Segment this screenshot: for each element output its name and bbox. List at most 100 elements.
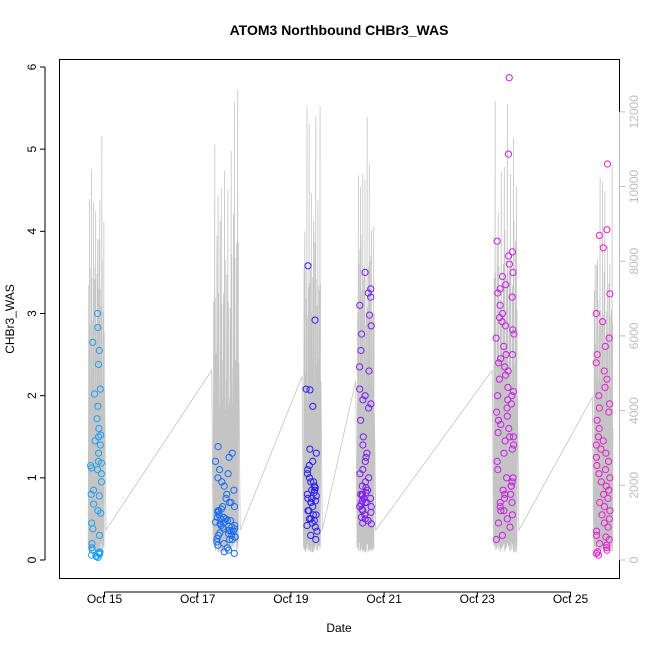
data-point <box>359 441 367 449</box>
data-point <box>231 533 239 541</box>
data-point <box>606 474 614 482</box>
data-point <box>508 293 516 301</box>
data-point <box>367 322 375 330</box>
data-point <box>592 453 601 461</box>
data-point <box>603 541 611 549</box>
data-point <box>606 507 614 515</box>
data-point <box>357 416 365 424</box>
data-point <box>213 538 221 546</box>
data-point <box>500 449 508 457</box>
data-point <box>595 404 604 412</box>
data-point <box>226 517 234 525</box>
data-point <box>95 549 103 557</box>
data-point <box>309 511 317 519</box>
data-point <box>502 371 510 379</box>
data-point <box>211 518 220 526</box>
data-point <box>90 390 99 398</box>
data-points <box>87 74 614 562</box>
data-point <box>499 486 507 494</box>
data-point <box>307 531 315 540</box>
y-axis-label: CHBr3_WAS <box>3 284 17 354</box>
data-point <box>356 301 364 309</box>
data-point <box>305 461 313 470</box>
data-point <box>96 441 104 449</box>
data-point <box>94 323 102 332</box>
data-point <box>593 531 601 540</box>
data-point <box>356 470 364 478</box>
data-point <box>95 433 103 441</box>
right-tick-label: 2000 <box>627 472 641 499</box>
y-tick-label: 1 <box>25 474 39 481</box>
data-point <box>506 523 514 531</box>
data-point <box>89 525 97 533</box>
data-point <box>224 470 232 478</box>
data-point <box>500 494 509 502</box>
data-point <box>303 490 311 498</box>
data-point <box>603 160 612 168</box>
data-point <box>216 466 224 474</box>
data-point <box>497 355 505 363</box>
data-point <box>596 498 604 507</box>
data-point <box>312 535 320 544</box>
data-point <box>498 272 507 281</box>
data-point <box>600 490 608 498</box>
data-point <box>606 290 614 298</box>
data-point <box>308 486 316 494</box>
data-point <box>214 443 222 451</box>
data-point <box>508 498 516 507</box>
data-point <box>507 400 515 408</box>
data-point <box>95 492 103 500</box>
data-point <box>595 470 603 478</box>
data-point <box>359 519 367 527</box>
right-tick-label: 6000 <box>627 322 641 349</box>
data-point <box>359 396 367 404</box>
data-point <box>88 551 96 559</box>
altitude-trace <box>87 89 614 553</box>
data-point <box>505 74 513 82</box>
data-point <box>214 474 222 482</box>
data-point <box>604 457 613 465</box>
data-point <box>97 431 105 439</box>
data-point <box>305 507 313 515</box>
data-point <box>601 342 609 350</box>
data-point <box>502 281 510 289</box>
x-tick-label: Oct 23 <box>460 592 496 606</box>
data-point <box>503 474 511 482</box>
data-point <box>312 449 320 457</box>
data-point <box>494 416 503 424</box>
data-point <box>366 494 375 502</box>
right-tick-label: 0 <box>627 556 641 563</box>
data-point <box>505 252 513 260</box>
data-point <box>361 268 369 276</box>
data-point <box>509 268 517 276</box>
data-point <box>365 311 374 319</box>
data-point <box>217 521 225 530</box>
data-point <box>503 515 511 523</box>
data-point <box>225 546 233 554</box>
data-point <box>602 449 610 457</box>
data-point <box>593 461 601 470</box>
data-point <box>303 521 311 530</box>
data-point <box>220 482 228 490</box>
data-point <box>604 494 612 502</box>
x-tick-label: Oct 17 <box>180 592 216 606</box>
data-point <box>306 386 314 394</box>
data-point <box>358 482 366 490</box>
data-point <box>603 544 611 552</box>
data-point <box>503 412 511 420</box>
data-point <box>592 441 600 449</box>
y-tick-label: 0 <box>25 556 39 563</box>
data-point <box>495 359 503 367</box>
data-point <box>230 525 239 533</box>
y-tick-label: 5 <box>25 146 39 153</box>
y-tick-label: 6 <box>25 63 39 70</box>
data-point <box>361 498 369 507</box>
data-point <box>495 375 503 383</box>
data-point <box>603 375 611 383</box>
data-point <box>214 531 222 540</box>
data-point <box>213 513 221 521</box>
data-point <box>93 415 101 423</box>
data-point <box>306 445 314 453</box>
data-point <box>600 367 608 375</box>
